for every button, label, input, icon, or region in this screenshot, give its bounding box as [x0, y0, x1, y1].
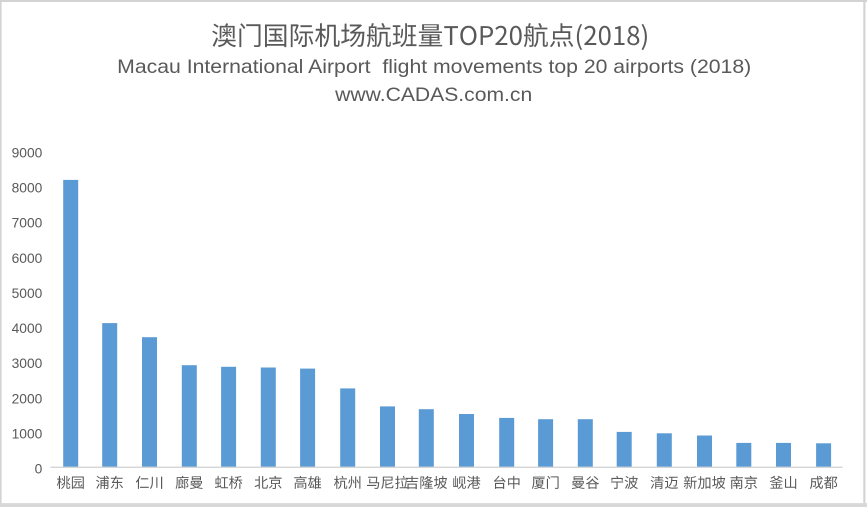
svg-text:2000: 2000 — [12, 391, 43, 406]
svg-text:0: 0 — [35, 462, 43, 477]
svg-text:8000: 8000 — [12, 181, 43, 196]
svg-text:7000: 7000 — [12, 216, 43, 231]
svg-text:6000: 6000 — [12, 251, 43, 266]
svg-text:9000: 9000 — [12, 145, 43, 160]
svg-text:www.CADAS.com.cn: www.CADAS.com.cn — [334, 84, 532, 106]
svg-text:Macau International Airport f: Macau International Airport flight movem… — [117, 56, 751, 78]
svg-text:3000: 3000 — [12, 356, 43, 371]
svg-text:1000: 1000 — [12, 427, 43, 442]
svg-text:4000: 4000 — [12, 321, 43, 336]
svg-text:5000: 5000 — [12, 286, 43, 301]
